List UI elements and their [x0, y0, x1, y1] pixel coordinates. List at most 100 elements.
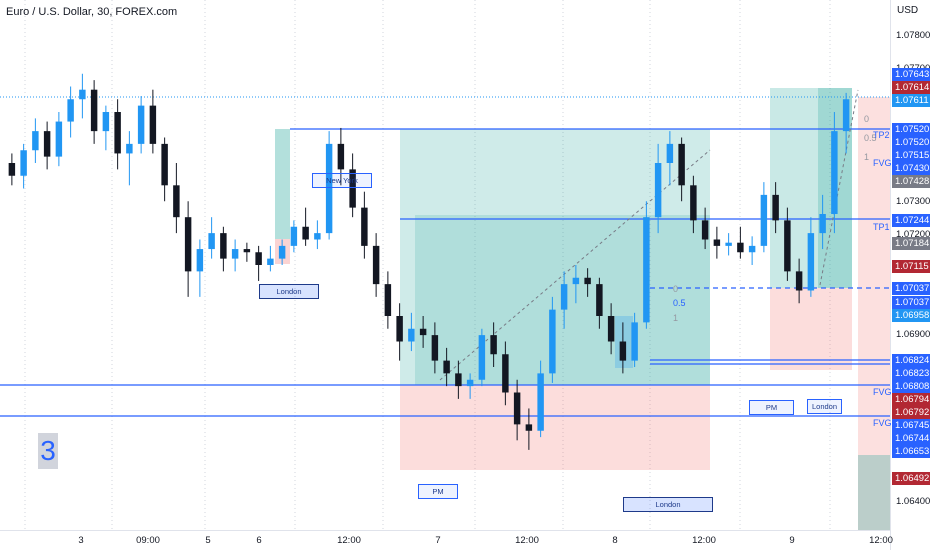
- price-label: 1.06745: [892, 419, 930, 432]
- candle-body: [725, 242, 732, 246]
- candle-body: [314, 233, 321, 240]
- time-axis[interactable]: [0, 530, 890, 551]
- candle-body: [619, 341, 627, 361]
- candle-body: [701, 220, 709, 240]
- session-label-new-york[interactable]: New York: [312, 173, 372, 188]
- candle-body: [643, 217, 650, 323]
- candle-body: [631, 322, 638, 361]
- candle-body: [831, 131, 838, 214]
- candle-body: [396, 316, 403, 342]
- fvg-label: FVG: [873, 387, 892, 397]
- candle-body: [90, 89, 98, 132]
- price-label: 1.07244: [892, 214, 930, 227]
- fib-level-05: 0.5: [864, 133, 877, 143]
- candle-body: [760, 194, 768, 246]
- candle-body: [349, 169, 356, 208]
- time-tick: 3: [78, 535, 84, 546]
- session-label-pm[interactable]: PM: [749, 400, 794, 415]
- tp2-label: TP2: [873, 130, 890, 140]
- candle-body: [842, 99, 850, 132]
- profit-zone-left[interactable]: [275, 129, 290, 239]
- time-tick: 12:00: [692, 535, 716, 546]
- fib-level-1: 1: [864, 152, 870, 162]
- candle-body: [490, 335, 497, 355]
- time-tick: 8: [612, 535, 618, 546]
- price-label: 1.06792: [892, 406, 930, 419]
- candle-body: [43, 131, 51, 157]
- tp1-label: TP1: [873, 222, 890, 232]
- candle-body: [748, 245, 756, 253]
- session-label-pm[interactable]: PM: [418, 484, 458, 499]
- candle-body: [243, 249, 251, 253]
- candle-body: [443, 360, 450, 374]
- candle-body: [220, 233, 227, 259]
- time-tick: 09:00: [136, 535, 160, 546]
- fvg-label: FVG: [873, 418, 892, 428]
- candle-body: [173, 185, 180, 218]
- candle-body: [737, 242, 744, 253]
- candle-body: [126, 143, 133, 154]
- time-tick: 12:00: [515, 535, 539, 546]
- candle-body: [231, 249, 239, 259]
- candle-body: [537, 373, 544, 431]
- price-label: 1.07611: [892, 94, 930, 107]
- candle-body: [67, 99, 74, 122]
- time-tick: 12:00: [337, 535, 361, 546]
- candle-body: [8, 163, 16, 176]
- candle-body: [267, 258, 274, 265]
- candle-body: [137, 105, 145, 144]
- price-label: 1.07115: [892, 260, 930, 273]
- candle-body: [666, 143, 674, 163]
- candle-body: [466, 379, 474, 387]
- step-number: 3: [38, 433, 58, 469]
- candle-body: [196, 249, 204, 272]
- price-label: 1.07614: [892, 81, 930, 94]
- loss-zone-right[interactable]: [770, 288, 852, 370]
- price-tick: 1.07200: [896, 229, 931, 240]
- candle-body: [596, 284, 603, 316]
- price-label: 1.07184: [892, 237, 930, 250]
- price-label: 1.06823: [892, 367, 930, 380]
- price-label: 1.06958: [892, 309, 930, 322]
- candle-body: [819, 214, 826, 234]
- axis-currency: USD: [897, 5, 919, 16]
- candle-body: [161, 143, 168, 186]
- candle-body: [32, 131, 39, 151]
- chart-title: Euro / U.S. Dollar, 30, FOREX.com: [6, 6, 178, 18]
- price-label: 1.06653: [892, 445, 930, 458]
- session-label-london[interactable]: London: [623, 497, 713, 512]
- trend-line[interactable]: [439, 149, 711, 381]
- candle-body: [114, 112, 121, 154]
- candle-body: [372, 245, 380, 285]
- price-label: 1.07520: [892, 123, 930, 136]
- fib-level-05: 0.5: [673, 298, 686, 308]
- candle-body: [584, 277, 591, 285]
- candle-body: [20, 150, 27, 176]
- candle-body: [149, 105, 157, 144]
- candle-body: [361, 207, 368, 246]
- fib-level-1: 1: [673, 313, 679, 323]
- loss-zone-main[interactable]: [400, 385, 710, 470]
- candle-body: [549, 309, 556, 374]
- candle-body: [513, 392, 521, 425]
- candle-body: [431, 335, 439, 361]
- candle-body: [795, 271, 803, 291]
- candle-body: [278, 245, 286, 259]
- candle-body: [337, 143, 345, 170]
- fvg-zone-bottom[interactable]: [858, 455, 890, 530]
- vertical-grid: [24, 0, 831, 530]
- session-label-london[interactable]: London: [259, 284, 319, 299]
- fvg-zone-top[interactable]: [858, 97, 890, 530]
- candle-body: [572, 277, 580, 285]
- candle-body: [525, 424, 533, 431]
- fib-level-0: 0: [864, 114, 870, 124]
- price-label: 1.07515: [892, 149, 930, 162]
- candle-body: [302, 226, 309, 240]
- session-label-london[interactable]: London: [807, 399, 842, 414]
- candle-body: [208, 233, 215, 250]
- price-label: 1.06794: [892, 393, 930, 406]
- candle-body: [690, 185, 697, 221]
- candle-body: [255, 252, 262, 265]
- candle-body: [502, 354, 509, 393]
